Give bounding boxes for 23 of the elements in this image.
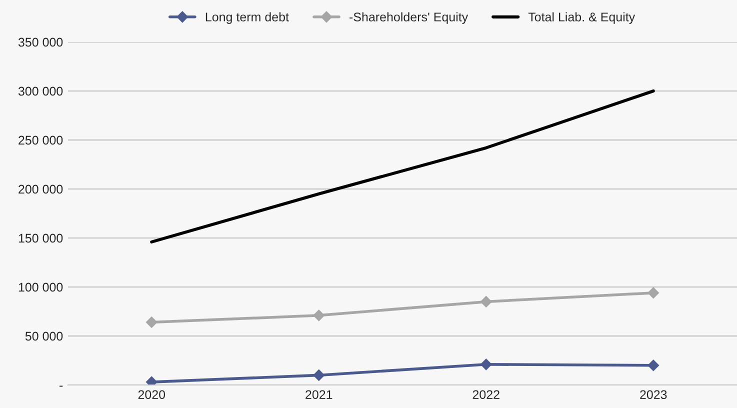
x-tick-label: 2023 bbox=[640, 390, 667, 400]
legend-label: -Shareholders' Equity bbox=[350, 12, 468, 24]
y-tick-label: 50 000 bbox=[25, 332, 63, 341]
y-tick-label: 300 000 bbox=[18, 86, 63, 96]
point bbox=[480, 358, 492, 370]
point bbox=[313, 370, 324, 381]
point bbox=[480, 296, 492, 308]
y-tick-label: 250 000 bbox=[18, 136, 63, 145]
y-tick-label: 200 000 bbox=[18, 184, 63, 194]
x-tick-label: 2020 bbox=[138, 390, 166, 400]
x-tick-label: 2021 bbox=[306, 390, 332, 400]
point bbox=[648, 287, 659, 298]
y-tick-label: 100 000 bbox=[18, 282, 63, 292]
point bbox=[146, 316, 158, 328]
y-tick-label: 150 000 bbox=[18, 234, 63, 243]
point bbox=[313, 310, 324, 322]
line-series bbox=[150, 89, 655, 244]
x-tick-label: 2022 bbox=[472, 390, 500, 400]
y-tick-label: 350 000 bbox=[18, 38, 63, 47]
legend-label: Total Liab. & Equity bbox=[528, 12, 636, 24]
point bbox=[648, 360, 659, 372]
legend-label: Long term debt bbox=[206, 12, 289, 24]
y-tick-label: - bbox=[60, 386, 63, 387]
